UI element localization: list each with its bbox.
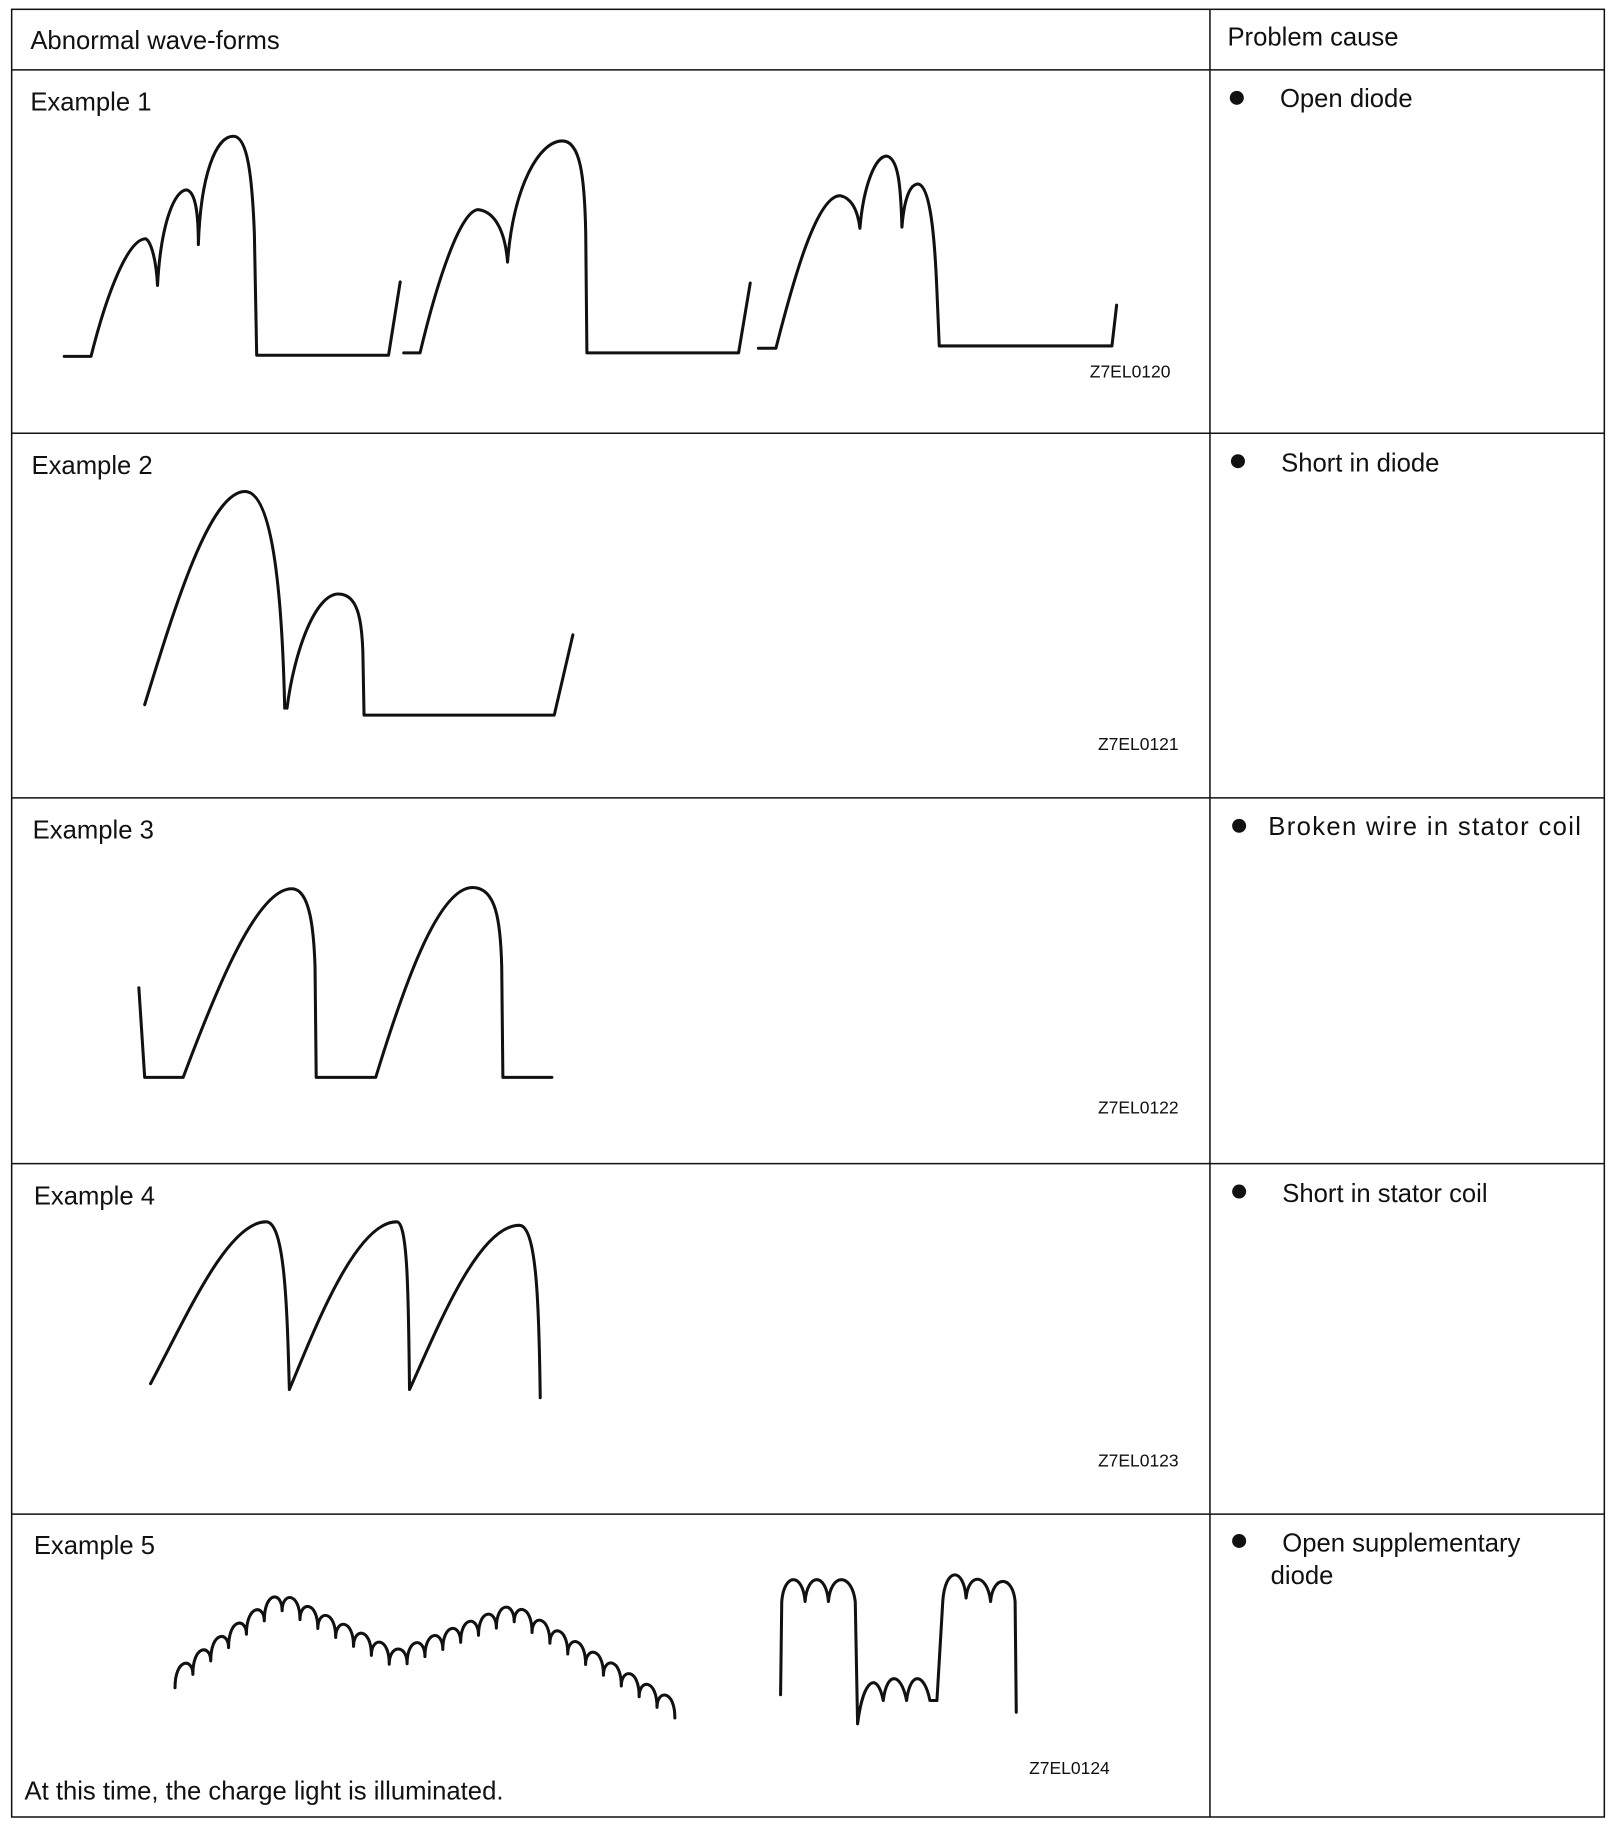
cause-text: Short in stator coil <box>1282 1180 1487 1208</box>
figure-code: Z7EL0122 <box>1098 1098 1179 1118</box>
cause-text: Short in diode <box>1281 450 1439 478</box>
bullet-icon <box>1230 454 1245 469</box>
cause-text: Broken wire in stator coil <box>1268 813 1581 841</box>
waveform-example-5 <box>173 1573 1018 1726</box>
waveform-example-1 <box>62 134 1119 358</box>
header-problem-cause: Problem cause <box>1227 23 1398 51</box>
waveform-example-2 <box>143 490 575 717</box>
bullet-icon <box>1232 1533 1247 1548</box>
cause-text-continued: diode <box>1271 1562 1334 1590</box>
cause-text: Open diode <box>1280 85 1413 113</box>
example-4-label: Example 4 <box>34 1182 155 1210</box>
cause-text: Open supplementary <box>1282 1529 1520 1557</box>
example-1-label: Example 1 <box>30 89 151 117</box>
figure-code: Z7EL0123 <box>1098 1450 1179 1470</box>
waveform-example-4 <box>148 1220 542 1400</box>
ripple-wave-left <box>173 1595 677 1720</box>
example-5-label: Example 5 <box>34 1532 155 1560</box>
charge-light-note: At this time, the charge light is illumi… <box>25 1778 504 1806</box>
table-border <box>10 8 1606 1818</box>
bullet-icon <box>1232 1184 1247 1199</box>
figure-code: Z7EL0124 <box>1029 1758 1110 1778</box>
header-waveforms: Abnormal wave-forms <box>30 27 279 55</box>
bullet-icon <box>1229 90 1244 105</box>
bullet-icon <box>1232 818 1247 833</box>
waveform-example-3 <box>137 886 554 1079</box>
ripple-wave-right <box>779 1573 1018 1726</box>
example-3-label: Example 3 <box>33 817 154 845</box>
figure-code: Z7EL0121 <box>1098 734 1179 754</box>
figure-code: Z7EL0120 <box>1090 361 1171 381</box>
example-2-label: Example 2 <box>32 452 153 480</box>
